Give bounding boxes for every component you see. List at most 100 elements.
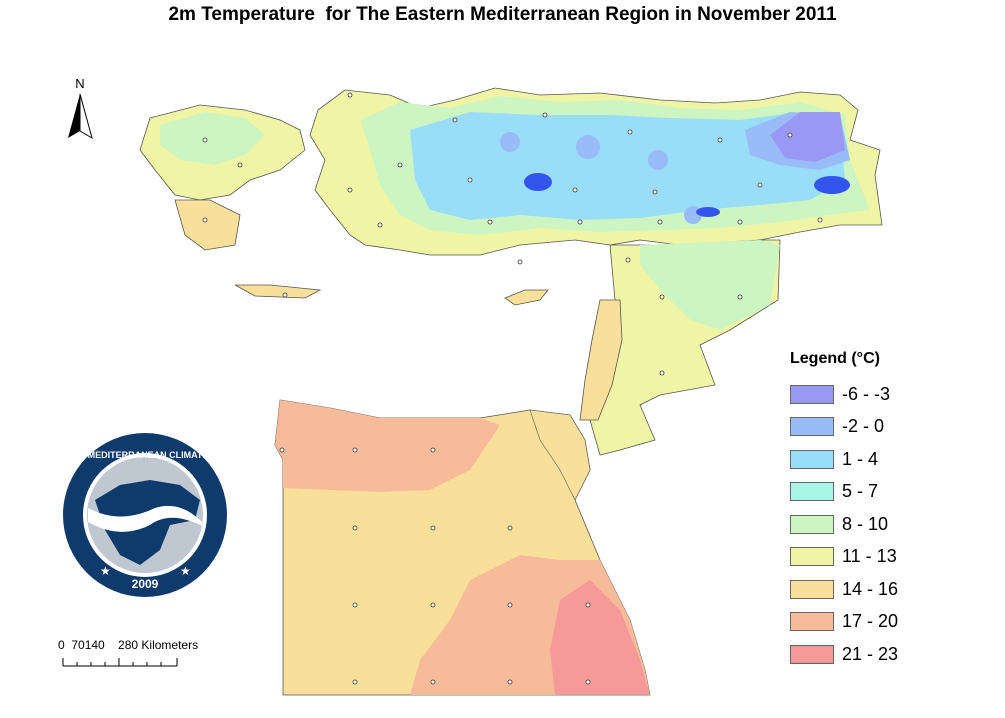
station bbox=[657, 219, 663, 225]
turkey-region bbox=[309, 87, 883, 256]
logo-year: 2009 bbox=[132, 577, 159, 591]
legend-item: 8 - 10 bbox=[790, 508, 990, 541]
north-arrow: N bbox=[60, 76, 100, 146]
legend-swatch bbox=[790, 514, 834, 534]
station bbox=[517, 259, 523, 265]
legend-item: 1 - 4 bbox=[790, 443, 990, 476]
legend-swatch bbox=[790, 547, 834, 567]
egypt-region bbox=[274, 399, 651, 696]
legend-item: 5 - 7 bbox=[790, 476, 990, 509]
svg-text:★: ★ bbox=[180, 564, 191, 578]
station bbox=[507, 679, 513, 685]
legend-swatch bbox=[790, 449, 834, 469]
crete bbox=[234, 284, 322, 299]
legend-label: 11 - 13 bbox=[842, 546, 897, 567]
legend-label: -6 - -3 bbox=[842, 383, 891, 404]
levant-region bbox=[579, 239, 781, 456]
station bbox=[352, 525, 358, 531]
lake-tuz bbox=[524, 173, 552, 191]
station bbox=[430, 679, 436, 685]
station bbox=[377, 222, 383, 228]
north-arrow-icon bbox=[68, 93, 93, 140]
turkey-freezing-zone-2 bbox=[770, 112, 845, 162]
legend-title: Legend (°C) bbox=[790, 350, 880, 367]
legend-item: 17 - 20 bbox=[790, 606, 990, 639]
station bbox=[585, 602, 591, 608]
station bbox=[507, 525, 513, 531]
legend-swatch bbox=[790, 482, 834, 502]
legend-items: -6 - -3 -2 - 0 1 - 4 5 - 7 8 - 10 11 - 13 14 -… bbox=[790, 378, 990, 671]
station bbox=[817, 217, 823, 223]
station bbox=[202, 217, 208, 223]
legend-swatch bbox=[790, 417, 834, 437]
egypt-hot-zone bbox=[550, 580, 650, 695]
station bbox=[347, 92, 353, 98]
legend: Legend (°C) -6 - -3 -2 - 0 1 - 4 5 - 7 8 - 1… bbox=[790, 350, 990, 671]
lake-van bbox=[814, 176, 850, 194]
legend-label: 17 - 20 bbox=[842, 611, 899, 632]
climate-centre-logo: EASTERN MEDITERRANEAN CLIMATE CENTRE 200… bbox=[42, 430, 248, 600]
legend-label: 8 - 10 bbox=[842, 513, 889, 534]
station bbox=[352, 679, 358, 685]
station bbox=[487, 219, 493, 225]
legend-item: -6 - -3 bbox=[790, 378, 990, 411]
legend-label: 5 - 7 bbox=[842, 481, 879, 502]
station bbox=[430, 447, 436, 453]
lake-keban bbox=[696, 207, 720, 217]
lakes bbox=[524, 173, 850, 217]
legend-item: 11 - 13 bbox=[790, 541, 990, 574]
legend-swatch bbox=[790, 644, 834, 664]
north-label: N bbox=[75, 76, 85, 91]
station bbox=[625, 257, 631, 263]
scale-bar: 0 70140 280 Kilometers bbox=[55, 638, 255, 678]
logo-text-top: EASTERN MEDITERRANEAN CLIMATE CENTRE bbox=[60, 450, 230, 460]
station bbox=[585, 679, 591, 685]
cold-spot-1 bbox=[500, 132, 520, 152]
station bbox=[397, 162, 403, 168]
station bbox=[237, 162, 243, 168]
station bbox=[352, 447, 358, 453]
station bbox=[659, 294, 665, 300]
legend-label: -2 - 0 bbox=[842, 416, 885, 437]
station-dots bbox=[202, 92, 823, 685]
station bbox=[430, 602, 436, 608]
station bbox=[572, 187, 578, 193]
station bbox=[787, 132, 793, 138]
cold-spot-2 bbox=[576, 135, 600, 159]
sinai bbox=[529, 409, 591, 501]
cold-spot-3 bbox=[648, 150, 668, 170]
scale-bar-label: 0 70140 280 Kilometers bbox=[58, 638, 199, 652]
station bbox=[347, 187, 353, 193]
station bbox=[577, 219, 583, 225]
station bbox=[352, 602, 358, 608]
legend-label: 14 - 16 bbox=[842, 578, 899, 599]
legend-item: 21 - 23 bbox=[790, 638, 990, 671]
station bbox=[757, 182, 763, 188]
scale-bar-ticks-icon bbox=[62, 658, 178, 667]
station bbox=[542, 112, 548, 118]
peloponnese bbox=[174, 199, 241, 251]
station bbox=[659, 370, 665, 376]
cyprus bbox=[504, 289, 549, 306]
station bbox=[652, 189, 658, 195]
greece-highlands bbox=[160, 112, 265, 165]
station bbox=[507, 602, 513, 608]
station bbox=[717, 137, 723, 143]
station bbox=[467, 177, 473, 183]
station bbox=[279, 447, 285, 453]
legend-swatch bbox=[790, 612, 834, 632]
station bbox=[737, 219, 743, 225]
lebanon-israel bbox=[579, 299, 623, 421]
legend-label: 1 - 4 bbox=[842, 448, 879, 469]
station bbox=[737, 294, 743, 300]
station bbox=[282, 292, 288, 298]
egypt-north-coast-warm bbox=[275, 400, 500, 492]
legend-item: 14 - 16 bbox=[790, 573, 990, 606]
legend-label: 21 - 23 bbox=[842, 643, 899, 664]
legend-swatch bbox=[790, 384, 834, 404]
station bbox=[202, 137, 208, 143]
greece-region bbox=[139, 104, 549, 306]
station bbox=[627, 129, 633, 135]
station bbox=[430, 525, 436, 531]
legend-swatch bbox=[790, 579, 834, 599]
